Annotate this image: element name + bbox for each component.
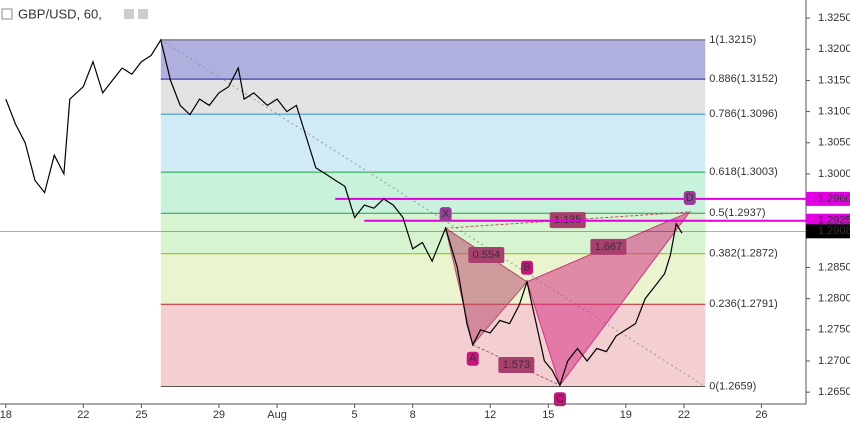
x-tick-label: Aug — [267, 409, 287, 421]
y-tick-label: 1.2800 — [818, 293, 850, 305]
fib-label: 0.382(1.2872) — [709, 248, 778, 260]
pattern-point-label: A — [469, 353, 477, 365]
price-tag — [806, 224, 850, 239]
x-tick-label: 29 — [213, 409, 225, 421]
ratio-label: 1.667 — [595, 241, 623, 253]
y-tick-label: 1.2650 — [818, 386, 850, 398]
pattern-point — [439, 207, 452, 222]
fib-band — [160, 304, 706, 387]
y-tick-label: 1.3000 — [818, 168, 850, 180]
plot: 1(1.3215) 0.886(1.3152) 0.786(1.3096) 0.618… — [0, 34, 806, 407]
x-tick-label: 12 — [484, 409, 496, 421]
ratio-line — [526, 211, 690, 283]
pattern-point-label: X — [442, 208, 450, 220]
y-tick-label: 1.3200 — [818, 43, 850, 55]
ratio-line — [472, 344, 561, 386]
ratio-box — [468, 246, 505, 263]
pattern-point-label: D — [686, 192, 694, 204]
price-line-series — [5, 38, 683, 387]
ratio-box — [590, 238, 627, 255]
x-tick-label: 22 — [678, 409, 690, 421]
ratio-label: 1.573 — [503, 359, 531, 371]
ratio-box — [498, 357, 535, 374]
pattern-point-label: B — [523, 262, 530, 274]
ratio-line — [445, 227, 528, 283]
fib-label: 0.786(1.3096) — [709, 108, 778, 120]
x-tick-label: 25 — [135, 409, 147, 421]
pattern-point — [683, 190, 696, 205]
fib-label: 0.618(1.3003) — [709, 166, 778, 178]
ratio-label: 0.554 — [473, 249, 501, 261]
x-tick-label: 5 — [352, 409, 358, 421]
fib-band — [160, 79, 706, 115]
menu-icon[interactable] — [1, 8, 13, 20]
price-tag-label: 1.2925 — [818, 215, 850, 227]
fib-label: 0.886(1.3152) — [709, 73, 778, 85]
price-tag — [806, 191, 850, 206]
y-tick-label: 1.3100 — [818, 106, 850, 118]
x-tick-label: 22 — [77, 409, 89, 421]
pattern-point-label: C — [556, 393, 564, 405]
x-tick-label: 18 — [0, 409, 12, 421]
fib-band — [160, 39, 706, 80]
fib-label: 0(1.2659) — [709, 380, 756, 392]
y-tick-label: 1.3050 — [818, 137, 850, 149]
y-tick-label: 1.2850 — [818, 261, 850, 273]
fib-band — [160, 114, 706, 173]
close-icon[interactable] — [138, 9, 148, 19]
fib-band — [160, 172, 706, 214]
pattern-point — [521, 260, 533, 275]
chart-title: GBP/USD, 60, — [18, 6, 102, 21]
price-tag — [806, 213, 850, 228]
x-tick-label: 8 — [410, 409, 416, 421]
y-tick-label: 1.3250 — [818, 12, 850, 24]
pattern-point — [466, 351, 479, 366]
x-tick-label: 26 — [755, 409, 767, 421]
fib-label: 0.236(1.2791) — [709, 298, 778, 310]
settings-icon[interactable] — [124, 9, 134, 19]
price-tag-label: 1.2908 — [818, 225, 850, 237]
x-tick-label: 19 — [620, 409, 632, 421]
y-tick-label: 1.3150 — [818, 74, 850, 86]
price-tag-label: 1.2960 — [818, 193, 850, 205]
y-tick-label: 1.2750 — [818, 324, 850, 336]
x-tick-label: 15 — [542, 409, 554, 421]
y-tick-label: 1.2700 — [818, 355, 850, 367]
pattern-point — [553, 392, 566, 407]
fib-label: 0.5(1.2937) — [709, 207, 765, 219]
fib-label: 1(1.3215) — [709, 34, 756, 46]
